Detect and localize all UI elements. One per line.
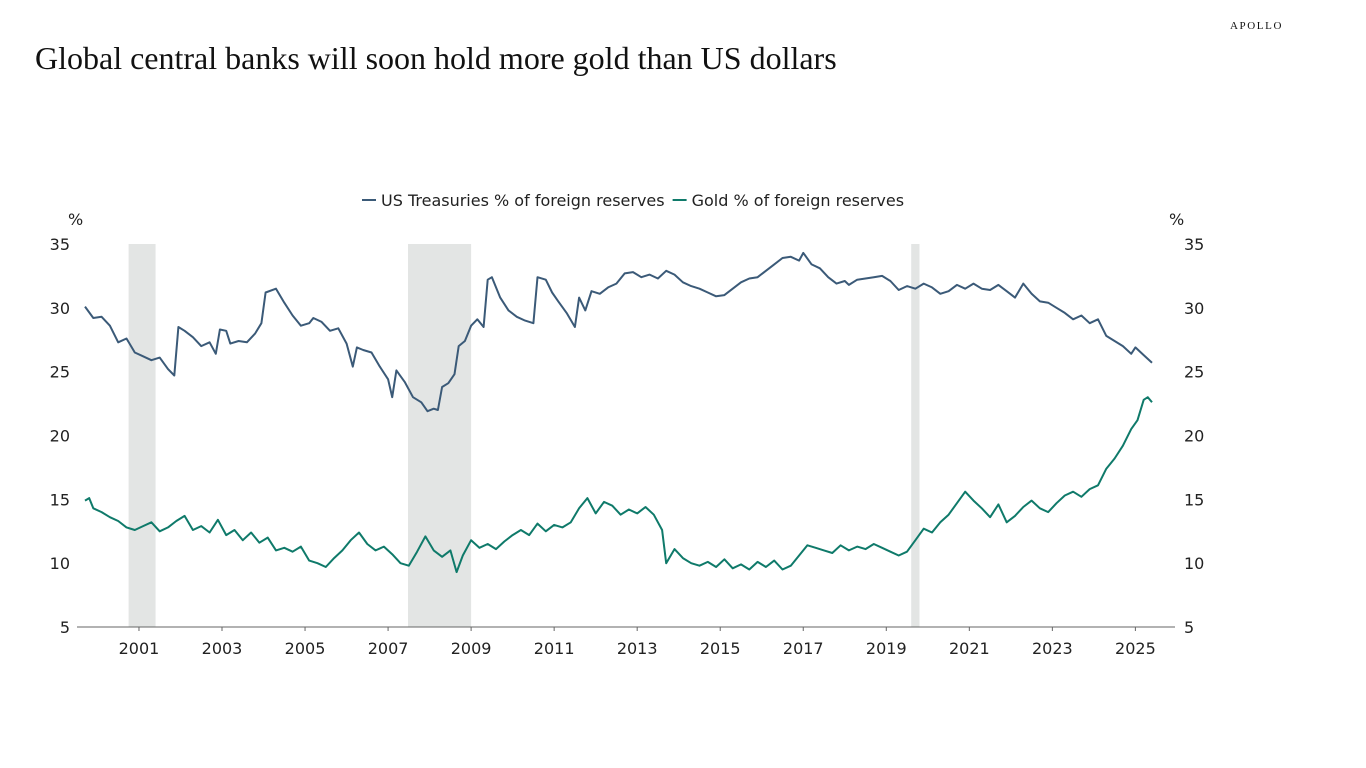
y-tick-label-right: 30: [1184, 299, 1204, 318]
y-tick-label-left: 5: [60, 618, 70, 637]
y-tick-label-left: 35: [50, 235, 70, 254]
y-tick-label-left: 30: [50, 299, 70, 318]
y-tick-label-right: 5: [1184, 618, 1194, 637]
y-tick-label-right: 25: [1184, 363, 1204, 382]
x-tick-label: 2007: [368, 639, 409, 658]
y-tick-label-right: 10: [1184, 554, 1204, 573]
legend-label-1: Gold % of foreign reserves: [692, 191, 904, 210]
y-axis-left: 5 10 15 20 25 30 35: [50, 235, 70, 637]
x-axis: 2001 2003 2005 2007 2009 2011 2013 2015 2017 2019…: [119, 627, 1156, 658]
x-tick-label: 2025: [1115, 639, 1156, 658]
y-tick-label-left: 15: [50, 490, 70, 509]
x-tick-label: 2011: [534, 639, 575, 658]
recession-shading: [128, 244, 920, 627]
y-tick-label-left: 20: [50, 427, 70, 446]
shaded-period-2: [911, 244, 920, 627]
series-line-0: [84, 251, 1153, 413]
y-tick-label-right: 15: [1184, 490, 1204, 509]
x-tick-label: 2015: [700, 639, 741, 658]
y-tick-label-left: 25: [50, 363, 70, 382]
y-axis-label-left: %: [68, 210, 83, 229]
x-tick-label: 2023: [1032, 639, 1073, 658]
x-tick-label: 2009: [451, 639, 492, 658]
y-tick-label-right: 20: [1184, 427, 1204, 446]
x-tick-label: 2021: [949, 639, 990, 658]
shaded-period-1: [408, 244, 472, 627]
x-tick-label: 2005: [285, 639, 326, 658]
x-tick-label: 2017: [783, 639, 824, 658]
x-tick-label: 2001: [119, 639, 160, 658]
series-lines: [84, 251, 1153, 574]
legend: US Treasuries % of foreign reserves Gold …: [362, 191, 904, 210]
legend-label-0: US Treasuries % of foreign reserves: [381, 191, 665, 210]
y-axis-right: 5 10 15 20 25 30 35: [1184, 235, 1204, 637]
chart-title: Global central banks will soon hold more…: [35, 40, 837, 76]
x-tick-label: 2019: [866, 639, 907, 658]
x-tick-label: 2003: [202, 639, 243, 658]
series-line-1: [84, 396, 1153, 574]
y-tick-label-right: 35: [1184, 235, 1204, 254]
y-axis-label-right: %: [1169, 210, 1184, 229]
x-tick-label: 2013: [617, 639, 658, 658]
shaded-period-0: [128, 244, 156, 627]
y-tick-label-left: 10: [50, 554, 70, 573]
brand-logo: APOLLO: [1230, 20, 1283, 32]
